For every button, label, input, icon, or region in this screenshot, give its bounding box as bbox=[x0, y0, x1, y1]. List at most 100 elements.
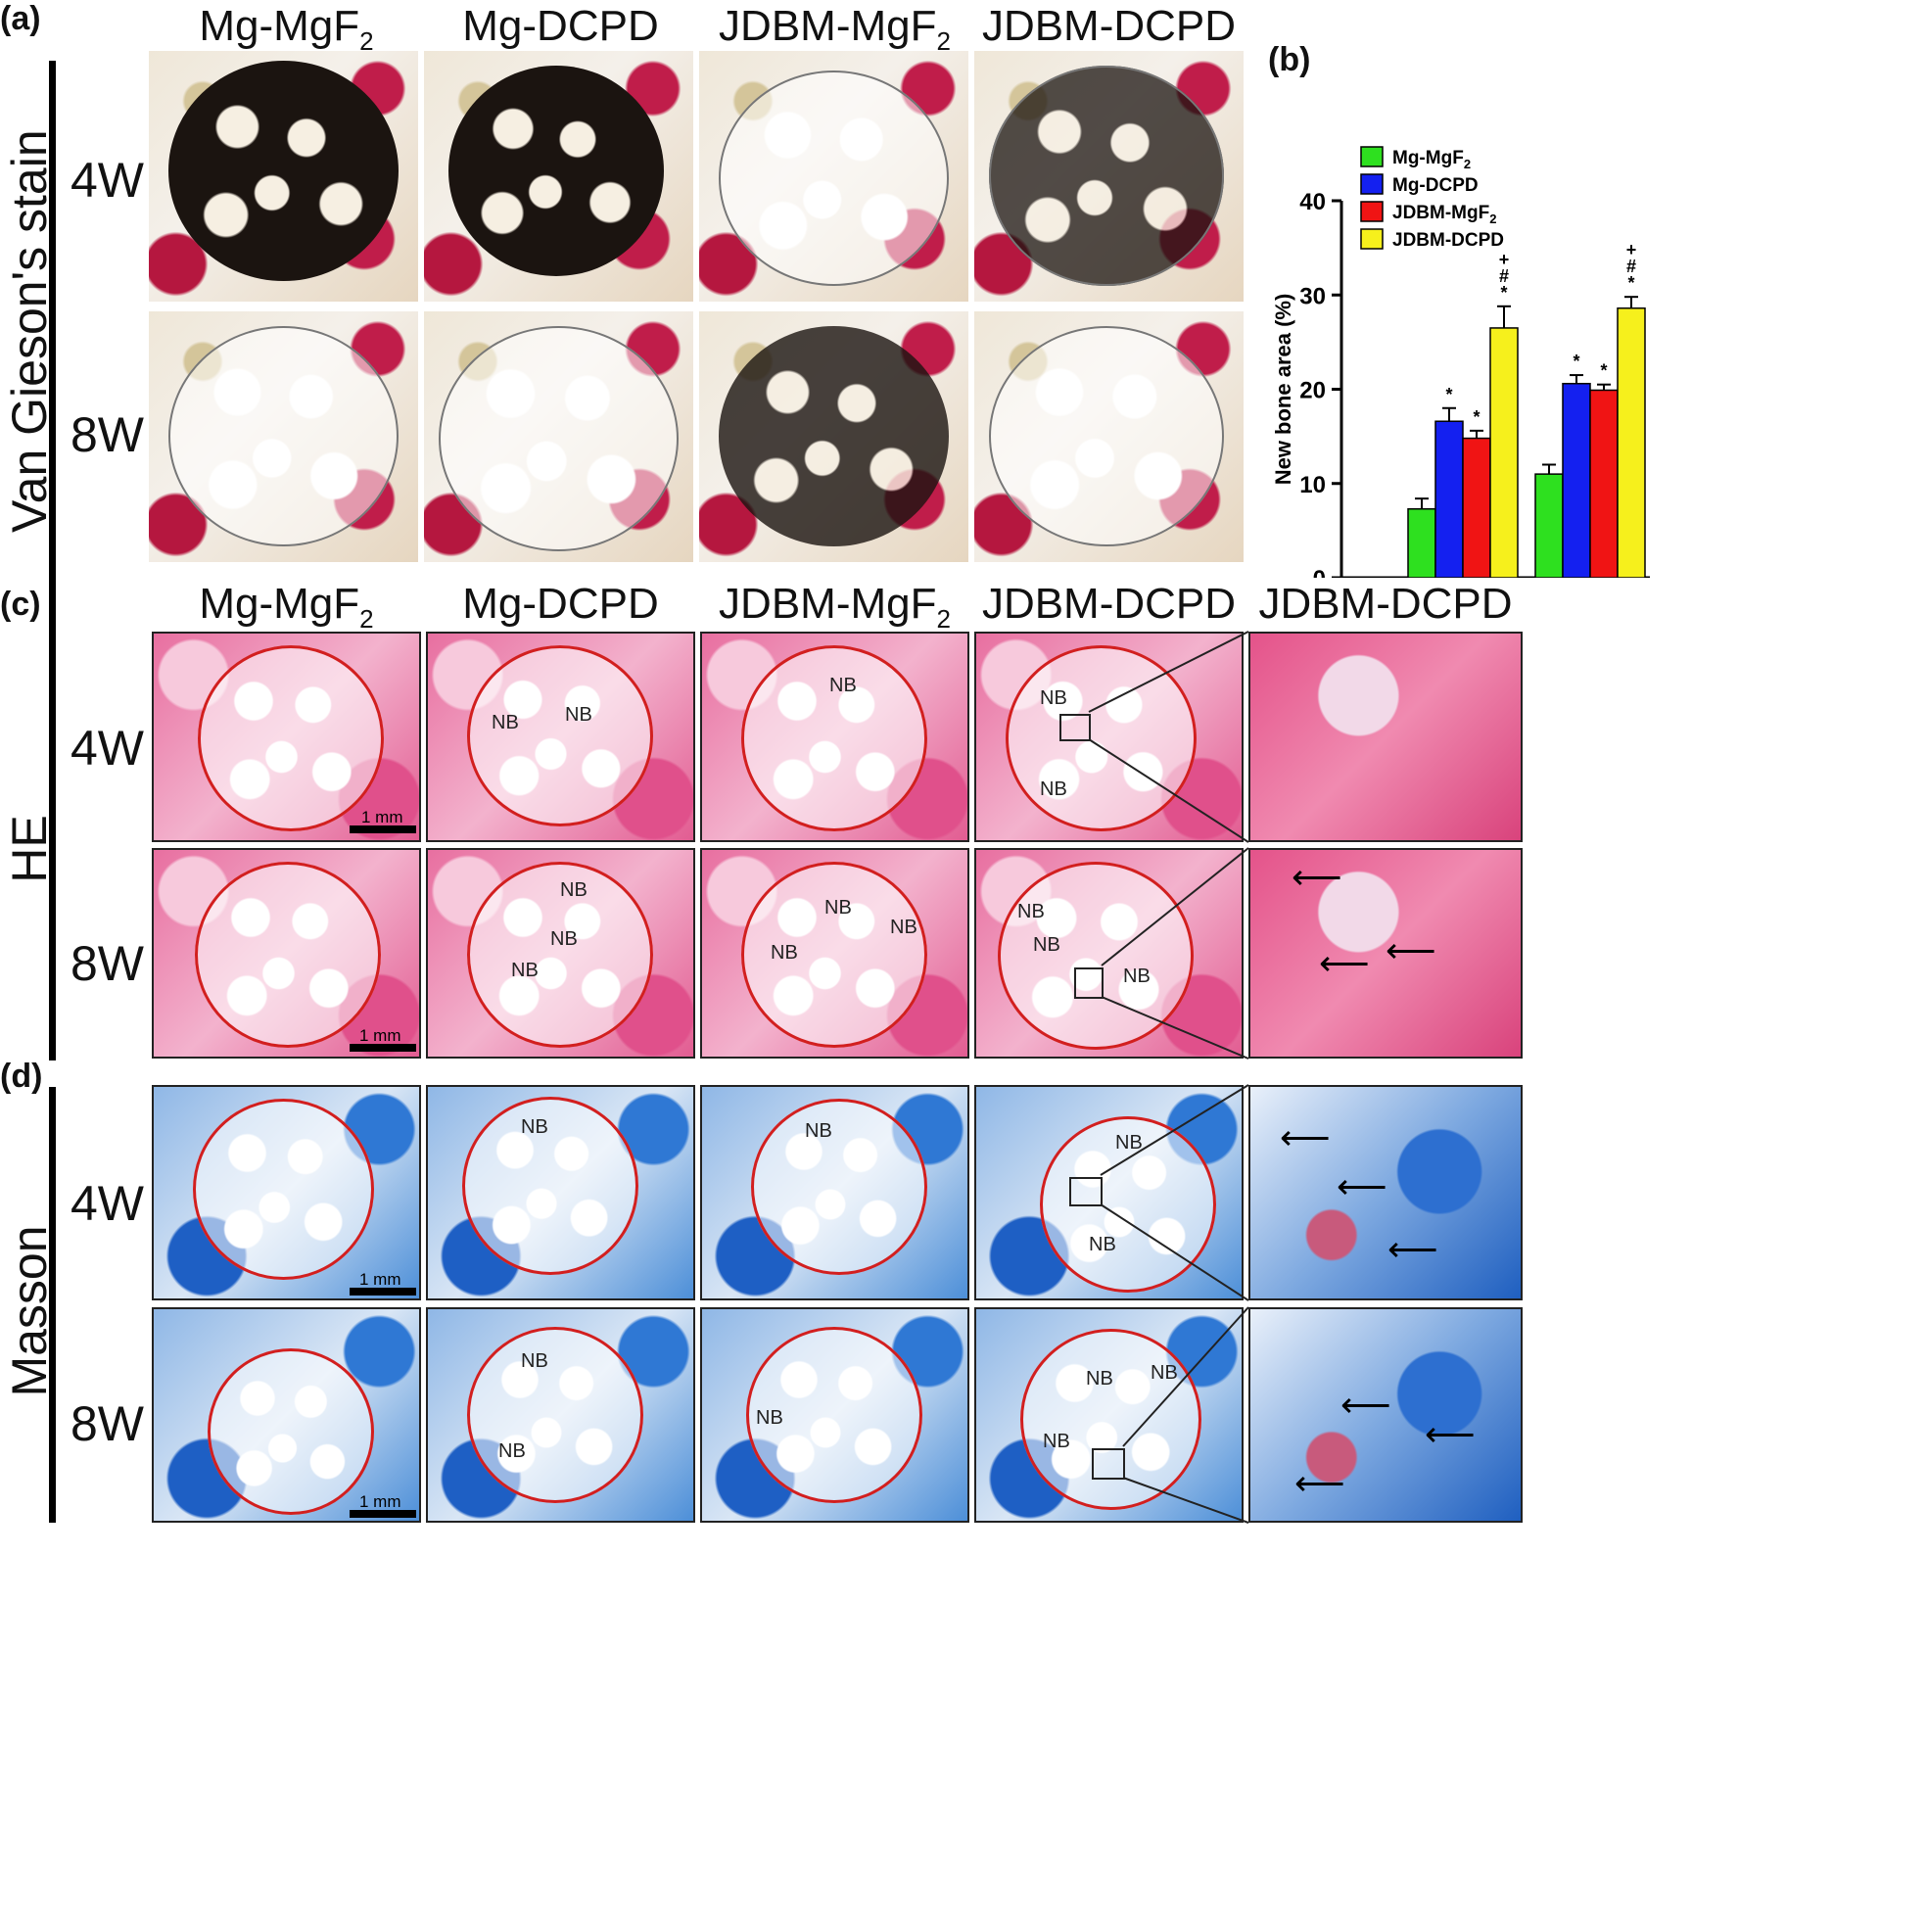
legend-label: Mg-DCPD bbox=[1392, 175, 1479, 196]
defect-circle bbox=[193, 1099, 374, 1280]
vg-image-mg-mgf2-4w bbox=[149, 51, 418, 302]
defect-circle bbox=[1020, 1329, 1201, 1510]
arrow-icon: ⟵ bbox=[1337, 1166, 1387, 1206]
he-image-jdbm-dcpd-4w: NB NB bbox=[974, 632, 1244, 842]
defect-circle bbox=[462, 1097, 638, 1275]
legend-swatch bbox=[1360, 228, 1384, 250]
scaffold bbox=[719, 326, 949, 546]
legend-swatch bbox=[1360, 173, 1384, 195]
new-bone-label: NB bbox=[521, 1116, 548, 1138]
defect-circle bbox=[467, 862, 653, 1048]
arrow-icon: ⟵ bbox=[1294, 1463, 1345, 1503]
scaffold-outline bbox=[989, 326, 1224, 546]
arrow-icon: ⟵ bbox=[1386, 930, 1436, 970]
defect-circle bbox=[1006, 645, 1197, 831]
zoom-connector-line bbox=[1100, 1084, 1249, 1176]
arrow-icon: ⟵ bbox=[1280, 1117, 1331, 1157]
masson-zoom-image-4w: ⟵ ⟵ ⟵ bbox=[1248, 1085, 1523, 1300]
significance-mark: * bbox=[1573, 352, 1579, 371]
panel-a-col-title-4: JDBM-DCPD bbox=[981, 2, 1237, 50]
panel-a-col-title-3: JDBM-MgF2 bbox=[719, 2, 951, 56]
panel-d-row-4w: 4W bbox=[70, 1176, 144, 1231]
y-tick-label: 10 bbox=[1299, 472, 1326, 498]
panel-d-row-bar bbox=[49, 1087, 56, 1523]
new-bone-label: NB bbox=[824, 897, 852, 919]
scaffold-outline bbox=[168, 326, 399, 546]
vg-image-jdbm-dcpd-4w bbox=[974, 51, 1244, 302]
new-bone-label: NB bbox=[550, 928, 578, 950]
scale-bar bbox=[350, 825, 416, 833]
zoom-region-box bbox=[1092, 1448, 1125, 1480]
vg-image-jdbm-mgf2-8w bbox=[699, 311, 968, 562]
scale-bar-label: 1 mm bbox=[359, 1026, 401, 1045]
defect-circle bbox=[467, 645, 653, 826]
panel-c-col-title-2: Mg-DCPD bbox=[462, 580, 659, 628]
panel-c-row-bar bbox=[49, 632, 56, 1060]
new-bone-label: NB bbox=[1086, 1368, 1113, 1390]
zoom-connector-line bbox=[1088, 738, 1249, 843]
zoom-region-box bbox=[1069, 1177, 1103, 1206]
scaffold bbox=[448, 66, 664, 276]
defect-circle bbox=[746, 1327, 922, 1503]
panel-c-col-title-1: Mg-MgF2 bbox=[199, 580, 374, 634]
new-bone-label: NB bbox=[771, 942, 798, 964]
arrow-icon: ⟵ bbox=[1425, 1414, 1476, 1454]
zoom-region-box bbox=[1059, 714, 1091, 741]
defect-circle bbox=[467, 1327, 643, 1503]
vg-image-mg-dcpd-4w bbox=[424, 51, 693, 302]
bar bbox=[1617, 306, 1646, 578]
y-tick-label: 20 bbox=[1299, 378, 1326, 404]
scale-bar bbox=[350, 1288, 416, 1296]
defect-circle bbox=[208, 1348, 374, 1515]
panel-a-label: (a) bbox=[0, 0, 41, 37]
he-image-mg-mgf2-8w: 1 mm bbox=[152, 848, 421, 1059]
zoom-connector-line bbox=[1122, 1477, 1249, 1524]
y-axis-label: New bone area (%) bbox=[1271, 294, 1295, 486]
new-bone-label: NB bbox=[1033, 934, 1060, 956]
panel-a-col-title-1: Mg-MgF2 bbox=[199, 2, 374, 56]
new-bone-label: NB bbox=[1115, 1132, 1143, 1154]
panel-d-label: (d) bbox=[0, 1058, 43, 1095]
panel-c-col-title-zoom: JDBM-DCPD bbox=[1258, 580, 1513, 628]
he-image-jdbm-mgf2-8w: NB NB NB bbox=[700, 848, 969, 1059]
scaffold-outline bbox=[719, 71, 949, 286]
vg-image-mg-dcpd-8w bbox=[424, 311, 693, 562]
defect-circle bbox=[998, 862, 1194, 1050]
he-image-mg-mgf2-4w: 1 mm bbox=[152, 632, 421, 842]
new-bone-label: NB bbox=[565, 704, 592, 726]
panel-c-col-title-4: JDBM-DCPD bbox=[981, 580, 1237, 628]
bar bbox=[1489, 327, 1519, 578]
zoom-region-box bbox=[1074, 967, 1104, 999]
arrow-icon: ⟵ bbox=[1387, 1229, 1438, 1269]
masson-image-mg-mgf2-4w: 1 mm bbox=[152, 1085, 421, 1300]
panel-c-row-4w: 4W bbox=[70, 721, 144, 776]
new-bone-label: NB bbox=[756, 1407, 783, 1429]
bar bbox=[1462, 437, 1491, 578]
new-bone-label: NB bbox=[890, 917, 917, 938]
defect-circle bbox=[741, 645, 927, 831]
legend-swatch bbox=[1360, 201, 1384, 222]
significance-mark: + bbox=[1626, 240, 1637, 259]
masson-zoom-image-8w: ⟵ ⟵ ⟵ bbox=[1248, 1307, 1523, 1523]
new-bone-label: NB bbox=[805, 1120, 832, 1142]
new-bone-label: NB bbox=[1123, 966, 1151, 987]
significance-mark: # bbox=[1626, 257, 1636, 276]
scale-bar bbox=[350, 1510, 416, 1518]
masson-image-jdbm-mgf2-8w: NB bbox=[700, 1307, 969, 1523]
vg-image-jdbm-mgf2-4w bbox=[699, 51, 968, 302]
significance-mark: # bbox=[1499, 266, 1509, 286]
zoom-connector-line bbox=[1101, 847, 1249, 966]
panel-a-row-4w: 4W bbox=[70, 153, 144, 208]
he-image-jdbm-mgf2-4w: NB bbox=[700, 632, 969, 842]
new-bone-label: NB bbox=[1151, 1362, 1178, 1384]
vg-image-jdbm-dcpd-8w bbox=[974, 311, 1244, 562]
masson-image-mg-mgf2-8w: 1 mm bbox=[152, 1307, 421, 1523]
panel-c-label: (c) bbox=[0, 586, 41, 623]
new-bone-area-chart: 010203040New bone area (%)**+#*4W**+#*8W… bbox=[1271, 146, 1650, 578]
scale-bar-label: 1 mm bbox=[359, 1270, 401, 1289]
vg-image-mg-mgf2-8w bbox=[149, 311, 418, 562]
he-zoom-image-8w: ⟵ ⟵ ⟵ bbox=[1248, 848, 1523, 1059]
panel-c-col-title-3: JDBM-MgF2 bbox=[719, 580, 951, 634]
defect-circle bbox=[198, 645, 384, 831]
new-bone-label: NB bbox=[1043, 1431, 1070, 1452]
